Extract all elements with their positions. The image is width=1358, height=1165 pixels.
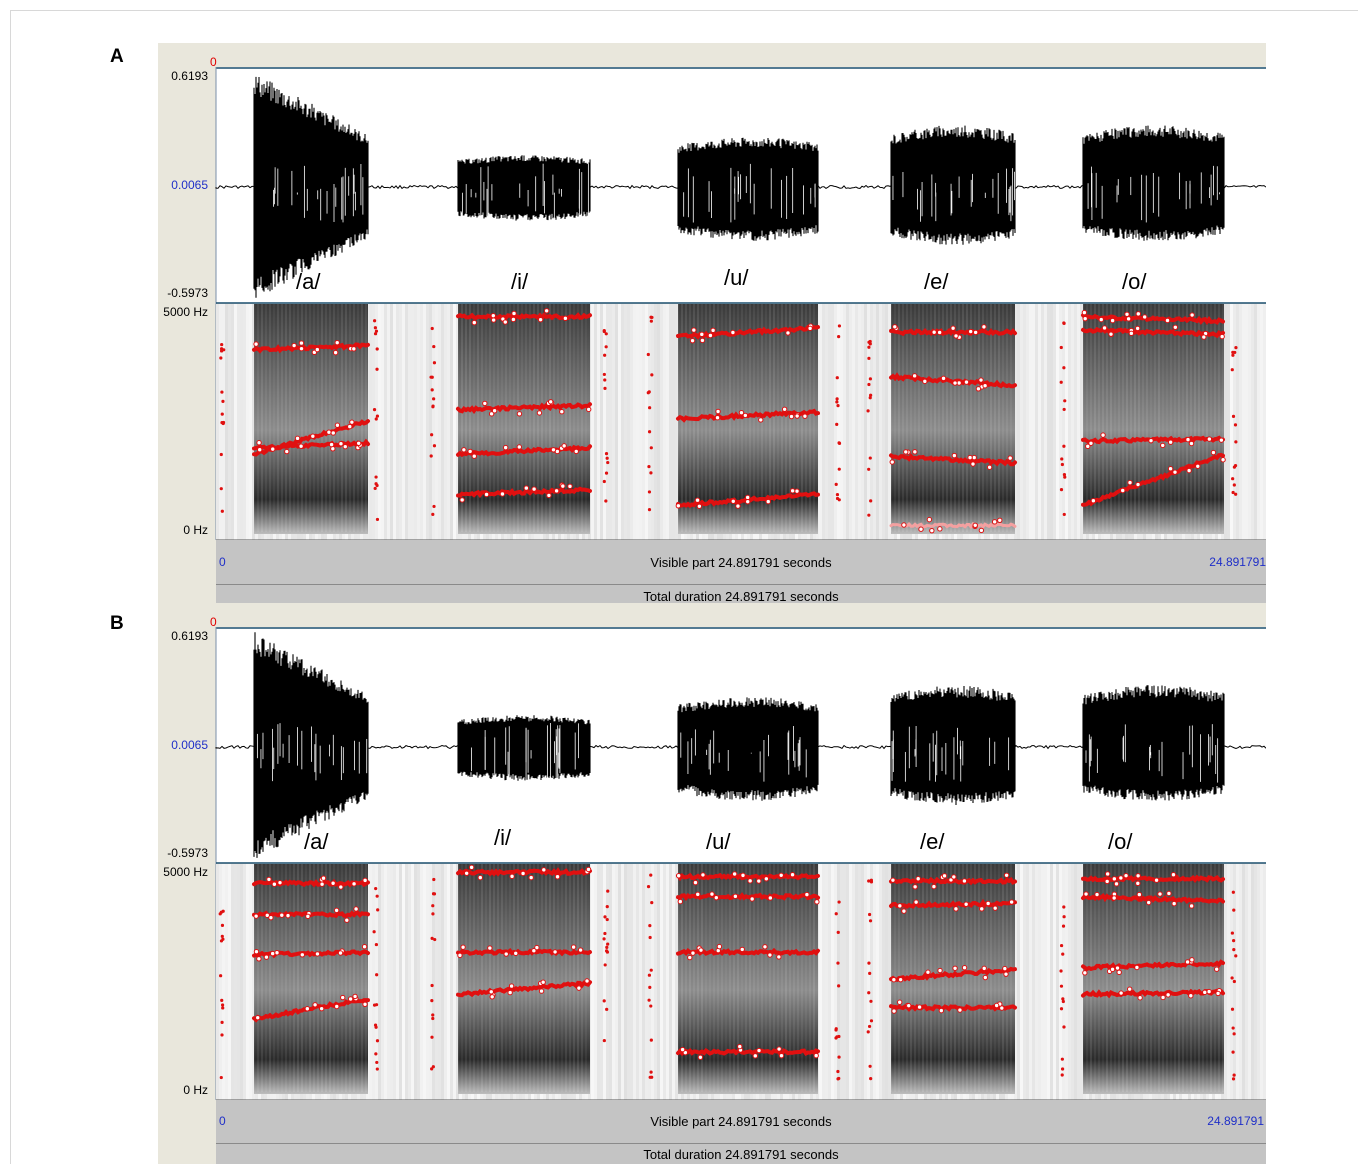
amplitude-min-label: -0.5973 <box>167 286 208 300</box>
vowel-label-o: /o/ <box>1122 269 1146 295</box>
amplitude-max-label: 0.6193 <box>171 629 208 643</box>
amplitude-max-label: 0.6193 <box>171 69 208 83</box>
time-end-label: 24.891791 <box>1209 555 1266 569</box>
vowel-label-o: /o/ <box>1108 829 1132 855</box>
spectrogram-view[interactable] <box>216 304 1266 540</box>
vowel-label-i: /i/ <box>494 825 511 851</box>
amplitude-min-label: -0.5973 <box>167 846 208 860</box>
total-duration-label: Total duration 24.891791 seconds <box>216 589 1266 604</box>
praat-editor-panel-a: 0 0.6193 0.0065 -0.5973 5000 Hz 0 Hz /a/… <box>158 43 1266 605</box>
vowel-label-u: /u/ <box>724 265 748 291</box>
frequency-min-label: 0 Hz <box>183 1083 208 1097</box>
amplitude-mid-label: 0.0065 <box>171 178 208 192</box>
total-duration-bar[interactable]: Total duration 24.891791 seconds <box>216 584 1266 605</box>
visible-part-bar[interactable]: 0 Visible part 24.891791 seconds 24.8917… <box>216 1100 1266 1143</box>
signal-views <box>158 603 1266 1165</box>
panel-label-a: A <box>110 46 124 68</box>
cursor-time-label: 0 <box>210 55 217 69</box>
amplitude-mid-label: 0.0065 <box>171 738 208 752</box>
praat-editor-panel-b: 0 0.6193 0.0065 -0.5973 5000 Hz 0 Hz /a/… <box>158 603 1266 1164</box>
visible-part-label: Visible part 24.891791 seconds <box>216 1114 1266 1129</box>
panel-label-b: B <box>110 613 124 635</box>
cursor-time-label: 0 <box>210 615 217 629</box>
vowel-label-e: /e/ <box>924 269 948 295</box>
signal-views <box>158 43 1266 605</box>
vowel-label-a: /a/ <box>296 269 320 295</box>
vowel-label-a: /a/ <box>304 829 328 855</box>
total-duration-label: Total duration 24.891791 seconds <box>216 1147 1266 1162</box>
frequency-min-label: 0 Hz <box>183 523 208 537</box>
vowel-label-u: /u/ <box>706 829 730 855</box>
vowel-label-i: /i/ <box>511 269 528 295</box>
frequency-max-label: 5000 Hz <box>163 865 208 879</box>
frequency-max-label: 5000 Hz <box>163 305 208 319</box>
total-duration-bar[interactable]: Total duration 24.891791 seconds <box>216 1143 1266 1164</box>
vowel-label-e: /e/ <box>920 829 944 855</box>
spectrogram-view[interactable] <box>216 864 1266 1100</box>
visible-part-label: Visible part 24.891791 seconds <box>216 555 1266 570</box>
visible-part-bar[interactable]: 0 Visible part 24.891791 seconds 24.8917… <box>216 540 1266 584</box>
time-end-label: 24.891791 <box>1207 1114 1264 1128</box>
